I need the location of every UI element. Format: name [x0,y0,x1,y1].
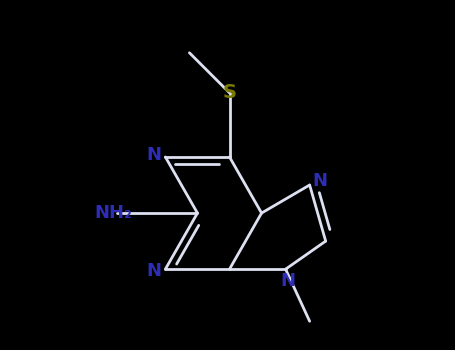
Text: NH₂: NH₂ [94,204,132,222]
Text: N: N [280,272,295,290]
Text: N: N [312,172,327,190]
Text: N: N [147,146,162,164]
Text: S: S [222,83,237,102]
Text: N: N [147,262,162,280]
